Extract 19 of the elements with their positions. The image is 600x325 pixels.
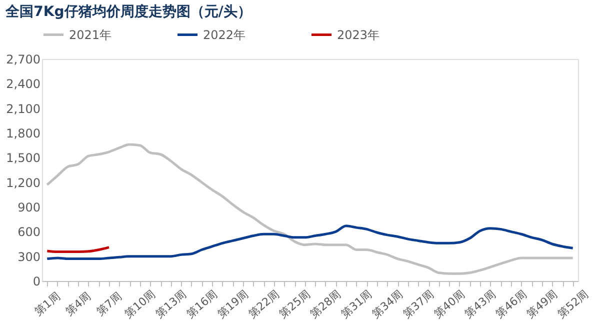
y-tick-label: 2,100 — [6, 102, 40, 116]
y-tick-label: 300 — [18, 250, 40, 264]
y-tick-label: 600 — [18, 225, 40, 240]
y-tick-label: 1,800 — [6, 126, 40, 140]
y-tick-label: 1,500 — [6, 151, 40, 166]
x-tick-label: 第7周 — [94, 290, 124, 318]
x-tick-label: 第1周 — [32, 290, 63, 318]
y-tick-label: 2,400 — [6, 77, 40, 92]
x-tick-label: 第4周 — [62, 290, 94, 318]
line-series — [46, 143, 574, 275]
y-tick-label: 900 — [18, 200, 40, 214]
chart-title: 全国7Kg仔猪均价周度走势图（元/头） — [4, 3, 252, 20]
y-tick-label: 0 — [32, 274, 40, 288]
y-tick-label: 2,700 — [6, 52, 40, 66]
legend-label: 2023年 — [337, 28, 380, 42]
legend-label: 2021年 — [69, 28, 112, 42]
line-series — [46, 224, 574, 260]
legend-label: 2022年 — [203, 28, 246, 42]
y-tick-label: 1,200 — [6, 176, 40, 190]
